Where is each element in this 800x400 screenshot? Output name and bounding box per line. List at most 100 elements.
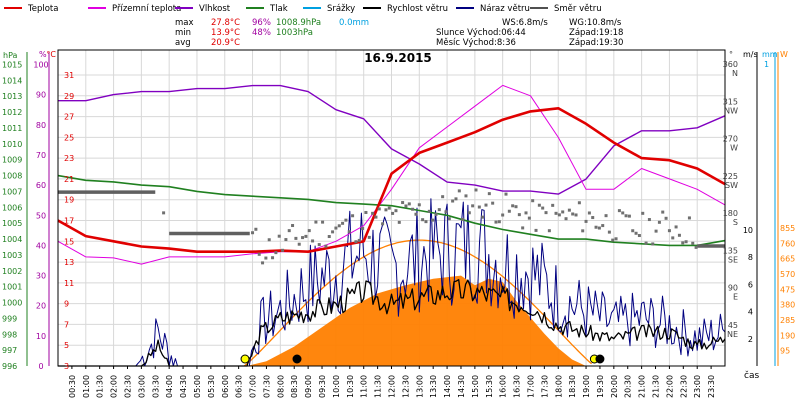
wind-direction-point (491, 201, 495, 205)
wind-direction-point (611, 238, 615, 242)
stats-min-value: 48% (252, 28, 271, 38)
wind-direction-point (564, 217, 568, 221)
x-tick-label: 11:30 (374, 375, 383, 398)
stats-avg-value: avg (175, 38, 191, 48)
axis-label-temp: °C (46, 50, 56, 59)
wind-direction-point (657, 220, 661, 224)
axis-tick-temp: 19 (64, 196, 74, 205)
info-wind-gust: WG:10.8m/s (569, 18, 622, 28)
x-tick-label: 01:00 (82, 375, 91, 398)
x-axis-label: čas (744, 370, 759, 381)
axis-tick-deg: 135 (723, 246, 738, 255)
wind-direction-point (162, 211, 166, 215)
wind-direction-point (327, 235, 331, 239)
wind-direction-point (577, 201, 581, 205)
wind-direction-point (581, 229, 585, 233)
wind-direction-point (634, 231, 638, 235)
wind-direction-point (487, 192, 491, 196)
wind-direction-point (391, 211, 395, 215)
wind-direction-point (397, 220, 401, 224)
x-tick-label: 10:30 (346, 375, 355, 398)
wind-direction-point (274, 251, 278, 255)
x-tick-label: 08:30 (290, 375, 299, 398)
axis-tick-direction: SW (725, 181, 738, 190)
x-tick-label: 02:30 (123, 375, 132, 398)
wind-direction-point (484, 203, 488, 207)
wind-direction-point (557, 213, 561, 217)
x-tick-label: 04:30 (179, 375, 188, 398)
wind-direction-point (467, 211, 471, 215)
wind-direction-point (427, 209, 431, 213)
axis-tick-hpa: 1014 (2, 76, 22, 85)
wind-direction-point (664, 216, 668, 220)
wind-direction-point (651, 242, 655, 246)
wind-direction-point (414, 212, 418, 216)
x-tick-label: 17:30 (540, 375, 549, 398)
axis-tick-pct: 90 (36, 91, 46, 100)
axis-tick-wm2: 760 (780, 239, 795, 248)
axis-label-wm2: W (780, 50, 788, 59)
wind-direction-point (681, 241, 685, 245)
wind-direction-point (461, 217, 465, 221)
wind-direction-point (321, 220, 325, 224)
x-tick-label: 09:30 (318, 375, 327, 398)
x-tick-label: 14:00 (443, 375, 452, 398)
x-tick-label: 09:00 (304, 375, 313, 398)
axes: hPa9969979989991000100110021003100410051… (2, 50, 795, 398)
axis-tick-hpa: 998 (2, 330, 17, 339)
axis-tick-direction: S (733, 218, 738, 227)
stats-min-value: 1003hPa (276, 28, 313, 38)
axis-tick-deg: 180 (723, 209, 738, 218)
x-tick-label: 18:00 (554, 375, 563, 398)
wind-direction-point (291, 224, 295, 228)
wind-direction-point (614, 237, 618, 241)
stats-max-value: 1008.9hPa (276, 18, 321, 28)
axis-tick-pct: 50 (36, 211, 46, 220)
axis-tick-deg: 225 (723, 172, 738, 181)
wind-direction-point (641, 211, 645, 215)
plot-area (57, 84, 726, 367)
solar-radiation-area (246, 275, 587, 366)
wind-direction-point (667, 229, 671, 233)
legend-label: Teplota (27, 4, 58, 14)
wind-direction-point (554, 211, 558, 215)
wind-direction-point (674, 225, 678, 229)
wind-direction-point (684, 240, 688, 244)
legend: Teplota Přízemní teplota Vlhkost Tlak Srážky… (4, 4, 602, 14)
axis-tick-pct: 70 (36, 151, 46, 160)
axis-tick-pct: 80 (36, 121, 46, 130)
x-tick-label: 19:30 (596, 375, 605, 398)
axis-tick-temp: 5 (64, 341, 69, 350)
wind-direction-point (264, 256, 268, 260)
axis-tick-direction: W (730, 144, 738, 153)
axis-tick-temp: 11 (64, 279, 74, 288)
info-sunset: Západ:19:18 (569, 28, 623, 38)
stats-min-value: min (175, 28, 191, 38)
wind-direction-point (691, 241, 695, 245)
legend-label: Tlak (269, 4, 288, 14)
wind-direction-point (521, 226, 525, 230)
wind-direction-point (384, 208, 388, 212)
axis-tick-ms: 4 (748, 308, 753, 317)
info-moon: Měsíc Východ:8:36 (436, 38, 516, 48)
axis-tick-pct: 40 (36, 241, 46, 250)
wind-direction-point (421, 218, 425, 222)
axis-tick-temp: 27 (64, 113, 74, 122)
x-tick-label: 21:30 (652, 375, 661, 398)
stats-min-value: 13.9°C (211, 28, 240, 38)
legend-label: Náraz větru (480, 4, 530, 14)
wind-direction-point (494, 220, 498, 224)
x-tick-label: 16:00 (499, 375, 508, 398)
wind-direction-point (307, 229, 311, 233)
axis-tick-hpa: 1007 (2, 187, 22, 196)
wind-direction-point (637, 234, 641, 238)
x-tick-label: 06:00 (221, 375, 230, 398)
wind-direction-point (401, 201, 405, 205)
axis-tick-ms: 6 (748, 280, 753, 289)
axis-tick-wm2: 855 (780, 224, 795, 233)
axis-tick-temp: 31 (64, 71, 74, 80)
wind-direction-point (584, 219, 588, 223)
wind-direction-point (504, 192, 508, 196)
wind-direction-point (574, 213, 578, 217)
axis-tick-hpa: 1002 (2, 267, 22, 276)
